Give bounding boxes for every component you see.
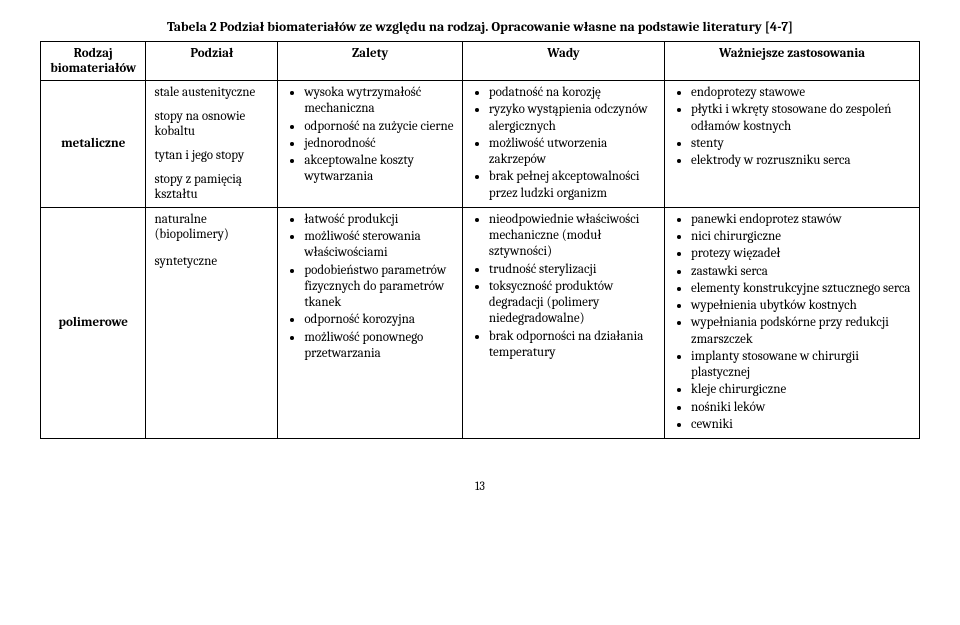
th-wady: Wady	[462, 42, 664, 81]
list-wady-pol: nieodpowiednie właściwości mechaniczne (…	[471, 212, 656, 361]
th-rodzaj: Rodzaj biomateriałów	[41, 42, 146, 81]
list-item: cewniki	[691, 417, 911, 433]
list-item: wypełniania podskórne przy redukcji zmar…	[691, 315, 911, 348]
rowhead-polimerowe: polimerowe	[41, 207, 146, 438]
table-row: metaliczne stale austenityczne wysoka wy…	[41, 81, 920, 105]
list-item: możliwość sterowania właściwościami	[304, 229, 454, 262]
list-item: podatność na korozję	[489, 85, 656, 101]
list-item: protezy więzadeł	[691, 246, 911, 262]
list-item: elektrody w rozruszniku serca	[691, 153, 911, 169]
list-item: wysoka wytrzymałość mechaniczna	[304, 85, 454, 118]
cell-wady-polimerowe: nieodpowiednie właściwości mechaniczne (…	[462, 207, 664, 438]
table-header-row: Rodzaj biomateriałów Podział Zalety Wady…	[41, 42, 920, 81]
list-item: panewki endoprotez stawów	[691, 212, 911, 228]
list-item: brak pełnej akceptowalności przez ludzki…	[489, 169, 656, 202]
list-item: toksyczność produktów degradacji (polime…	[489, 279, 656, 328]
page-number: 13	[40, 479, 920, 493]
list-item: odporność na zużycie cierne	[304, 119, 454, 135]
list-item: płytki i wkręty stosowane do zespoleń od…	[691, 102, 911, 135]
list-item: podobieństwo parametrów fizycznych do pa…	[304, 263, 454, 312]
cell-podzial: stopy z pamięcią kształtu	[146, 168, 278, 208]
cell-podzial: tytan i jego stopy	[146, 144, 278, 168]
list-item: możliwość ponownego przetwarzania	[304, 330, 454, 363]
list-zast-pol: panewki endoprotez stawów nici chirurgic…	[673, 212, 911, 433]
list-item: możliwość utworzenia zakrzepów	[489, 136, 656, 169]
th-zastosowania: Ważniejsze zastosowania	[665, 42, 920, 81]
list-item: łatwość produkcji	[304, 212, 454, 228]
cell-zast-metaliczne: endoprotezy stawowe płytki i wkręty stos…	[665, 81, 920, 208]
list-item: trudność sterylizacji	[489, 262, 656, 278]
cell-zalety-polimerowe: łatwość produkcji możliwość sterowania w…	[278, 207, 463, 438]
list-item: nici chirurgiczne	[691, 229, 911, 245]
list-item: implanty stosowane w chirurgii plastyczn…	[691, 349, 911, 382]
list-item: zastawki serca	[691, 264, 911, 280]
biomaterials-table: Rodzaj biomateriałów Podział Zalety Wady…	[40, 41, 920, 439]
table-row: polimerowe naturalne (biopolimery) łatwo…	[41, 207, 920, 250]
cell-podzial: stopy na osnowie kobaltu	[146, 105, 278, 144]
cell-podzial: syntetyczne	[146, 250, 278, 439]
list-item: odporność korozyjna	[304, 312, 454, 328]
list-wady-met: podatność na korozję ryzyko wystąpienia …	[471, 85, 656, 202]
cell-wady-metaliczne: podatność na korozję ryzyko wystąpienia …	[462, 81, 664, 208]
list-item: brak odporności na działania temperatury	[489, 329, 656, 362]
cell-podzial: naturalne (biopolimery)	[146, 207, 278, 250]
th-podzial: Podział	[146, 42, 278, 81]
list-item: ryzyko wystąpienia odczynów alergicznych	[489, 102, 656, 135]
rowhead-metaliczne: metaliczne	[41, 81, 146, 208]
list-zast-met: endoprotezy stawowe płytki i wkręty stos…	[673, 85, 911, 169]
list-zalety-met: wysoka wytrzymałość mechaniczna odpornoś…	[286, 85, 454, 186]
list-item: nośniki leków	[691, 400, 911, 416]
list-item: endoprotezy stawowe	[691, 85, 911, 101]
th-zalety: Zalety	[278, 42, 463, 81]
list-item: kleje chirurgiczne	[691, 382, 911, 398]
list-item: stenty	[691, 136, 911, 152]
cell-zalety-metaliczne: wysoka wytrzymałość mechaniczna odpornoś…	[278, 81, 463, 208]
cell-zast-polimerowe: panewki endoprotez stawów nici chirurgic…	[665, 207, 920, 438]
list-zalety-pol: łatwość produkcji możliwość sterowania w…	[286, 212, 454, 362]
list-item: wypełnienia ubytków kostnych	[691, 298, 911, 314]
list-item: jednorodność	[304, 136, 454, 152]
list-item: elementy konstrukcyjne sztucznego serca	[691, 281, 911, 297]
cell-podzial: stale austenityczne	[146, 81, 278, 105]
list-item: nieodpowiednie właściwości mechaniczne (…	[489, 212, 656, 261]
table-caption: Tabela 2 Podział biomateriałów ze względ…	[40, 20, 920, 35]
list-item: akceptowalne koszty wytwarzania	[304, 153, 454, 186]
